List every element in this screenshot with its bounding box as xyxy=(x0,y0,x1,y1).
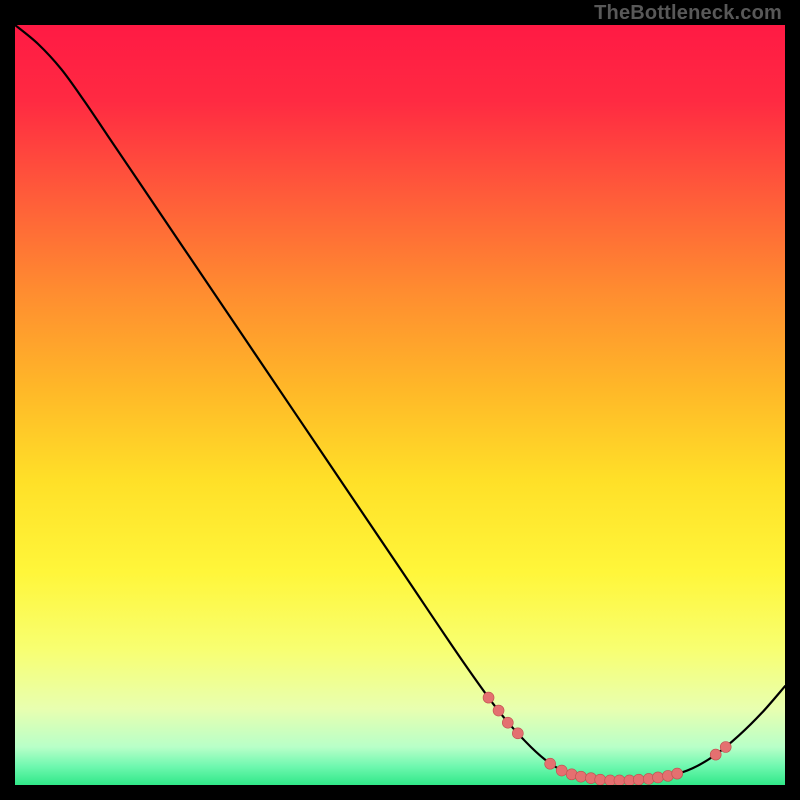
data-point xyxy=(556,765,567,776)
data-point xyxy=(493,705,504,716)
data-point xyxy=(575,771,586,782)
chart-plot-area xyxy=(15,25,785,785)
data-point xyxy=(633,774,644,785)
bottleneck-curve-chart xyxy=(15,25,785,785)
data-point xyxy=(710,749,721,760)
data-point xyxy=(595,774,606,785)
data-point xyxy=(720,742,731,753)
watermark-text: TheBottleneck.com xyxy=(594,2,782,25)
data-point xyxy=(652,772,663,783)
data-point xyxy=(545,758,556,769)
data-point xyxy=(502,717,513,728)
data-point xyxy=(483,692,494,703)
data-point xyxy=(614,775,625,785)
data-point xyxy=(672,768,683,779)
data-point xyxy=(512,728,523,739)
chart-background xyxy=(15,25,785,785)
